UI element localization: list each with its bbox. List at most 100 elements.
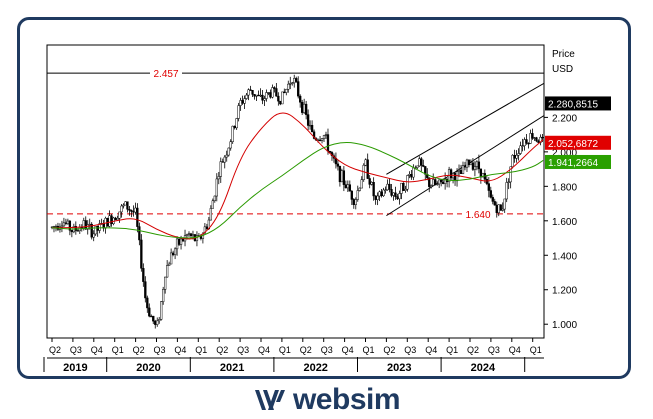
candle-body [275,88,278,97]
horizontal-levels: 2.457 1.640 [47,67,544,221]
candle-body [507,181,510,183]
candle-body [304,103,308,115]
candle-body [408,174,411,176]
x-year-label: 2019 [63,362,87,374]
candle-body [519,145,522,154]
candle-body [328,151,332,153]
plot-area [46,44,545,339]
candle-body [68,220,72,231]
y-tick-label: 1.800 [552,182,577,193]
candle-body [221,161,224,163]
candle-body [162,289,165,302]
candle-body [235,118,238,129]
candle-body [108,215,111,227]
candle-body [457,170,461,172]
candle-body [473,166,477,170]
candle-body [287,83,290,90]
level-label: 2.457 [153,69,178,80]
candle-body [511,154,514,167]
candle-body [213,195,216,202]
level-label-bg [462,207,494,220]
candle-body [245,94,248,99]
candle-body [390,189,393,196]
candle-body [261,94,264,101]
candle-body [179,238,183,245]
candle-body [360,179,363,189]
candle-body [497,204,500,213]
candle-body [308,124,312,127]
candle-body [164,276,167,290]
candle-body [370,182,373,185]
x-tick-label: Q1 [112,345,124,355]
candle-body [74,226,77,231]
candle-body [441,181,445,184]
candle-body [187,233,191,235]
candle-body [86,224,89,230]
x-tick-label: Q1 [279,345,291,355]
candle-body [114,217,117,221]
candle-body [215,178,218,197]
candle-body [449,169,453,179]
candle-body [166,265,169,278]
candle-body [336,163,340,167]
candle-body [158,319,161,322]
candle-body [434,179,437,185]
candle-body [471,162,475,170]
candle-body [271,87,274,98]
candle-body [420,158,423,166]
candle-body [175,238,179,250]
candle-body [297,81,300,97]
candle-body [219,161,222,177]
candle-body [459,170,463,174]
candle-body [255,94,258,97]
candle-body [475,161,479,167]
candle-body [257,94,260,97]
candle-body [156,320,159,325]
y-tick-label: 1.400 [552,251,577,262]
candle-body [185,234,189,236]
candle-body [303,103,306,113]
brand-footer: websim [0,380,653,419]
x-tick-label: Q4 [258,345,270,355]
y-tick-label: 1.000 [552,320,577,331]
x-tick-label: Q3 [488,345,500,355]
x-tick-label: Q3 [321,345,333,355]
candle-body [400,182,403,194]
moving-averages [51,112,544,240]
candle-body [382,189,385,197]
candle-body [535,137,538,142]
x-tick-label: Q1 [362,345,374,355]
candle-body [326,134,330,152]
candle-body [205,226,209,229]
candle-body [76,230,79,232]
price-tag-label: 2.052,6872 [548,139,598,150]
candle-body [279,100,282,105]
candle-body [517,153,520,156]
candle-body [181,238,185,242]
candle-body [167,263,171,266]
x-tick-label: Q4 [509,345,521,355]
x-tick-label: Q4 [425,345,437,355]
candle-body [281,91,284,105]
candle-body [134,207,137,213]
candle-body [493,201,496,206]
price-chart: Price USD 1.000 1.200 1.400 1.600 1.800 2.000… [43,44,611,374]
candle-body [503,198,506,210]
candle-body [295,78,298,82]
candle-body [338,166,342,183]
y-tick-label: 1.600 [552,217,577,228]
candle-body [525,139,528,144]
candle-body [285,89,288,93]
candle-body [533,137,536,139]
candle-body [243,98,246,104]
candle-body [320,138,324,141]
candle-body [169,252,173,265]
candle-body [410,174,413,178]
channel-line [386,114,544,217]
candle-body [463,165,467,168]
candle-body [301,101,304,113]
candle-body [318,139,322,142]
candle-body [396,196,399,200]
candle-body [440,179,443,183]
candle-body [146,297,149,309]
